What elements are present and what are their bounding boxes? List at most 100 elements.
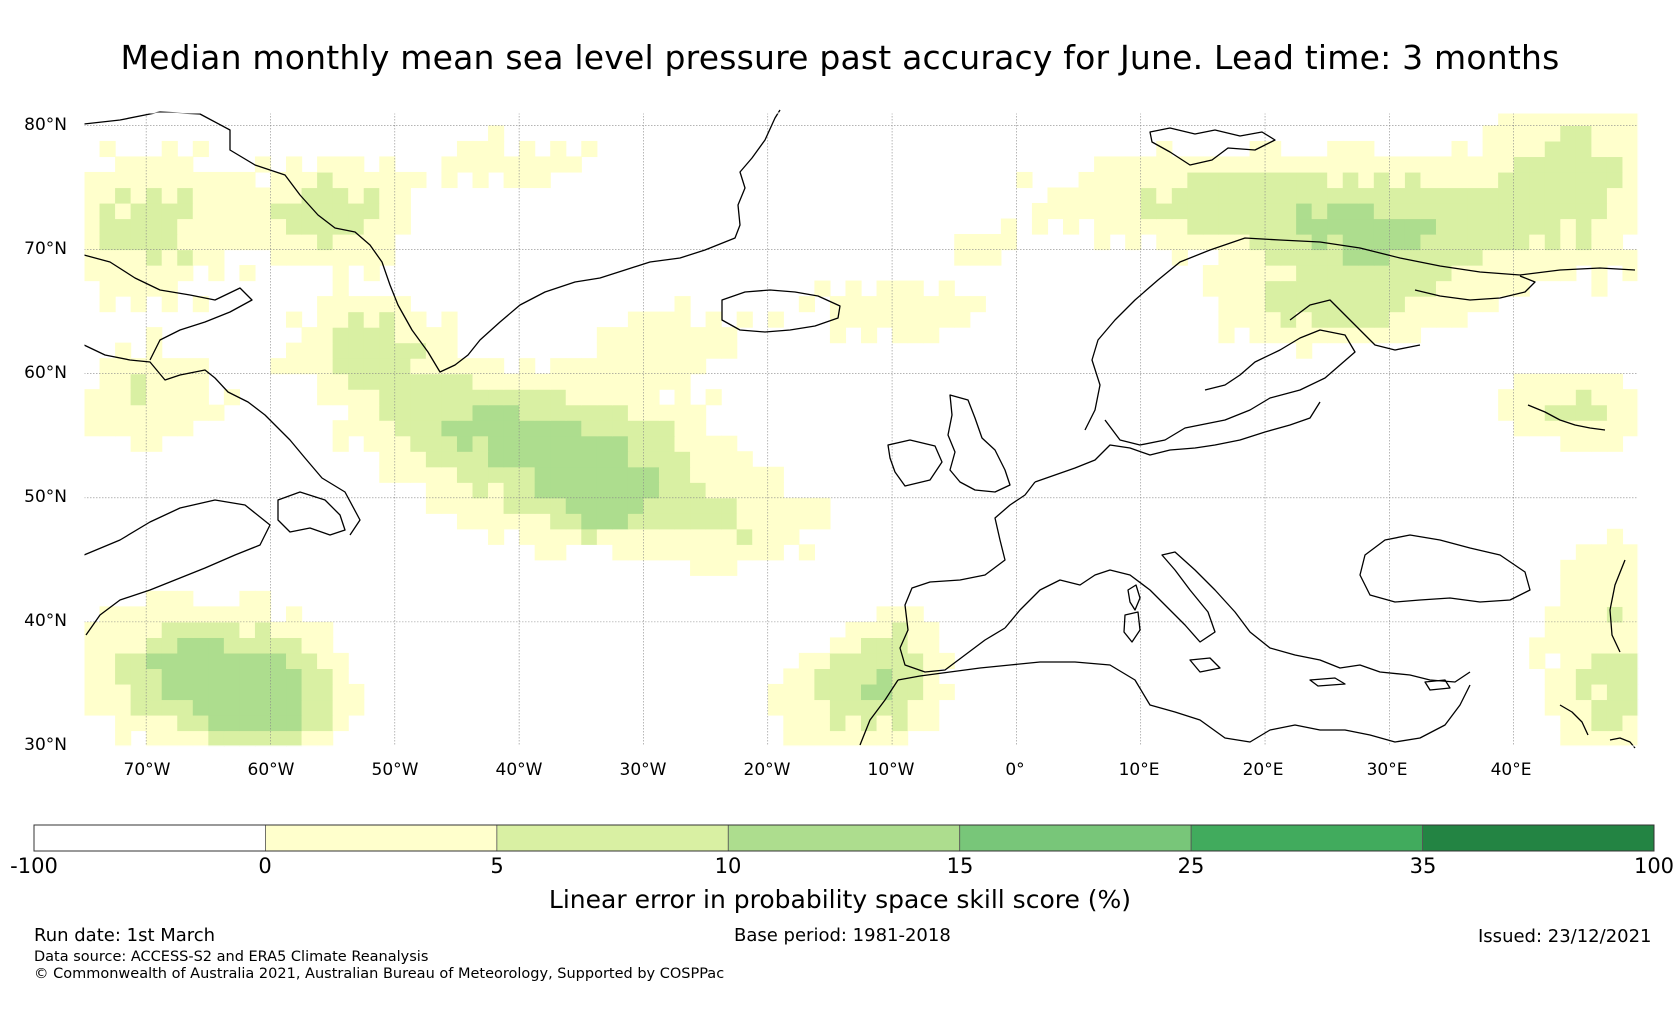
field-cell (503, 466, 520, 483)
field-cell (1249, 265, 1266, 282)
field-cell (612, 513, 629, 530)
field-cell (1622, 218, 1639, 235)
field-cell (1544, 234, 1561, 251)
field-cell (612, 466, 629, 483)
field-cell (1575, 234, 1592, 251)
coast-newfoundland (277, 491, 346, 536)
field-cell (1358, 265, 1375, 282)
field-cell (550, 404, 567, 421)
field-cell (1622, 404, 1639, 421)
field-cell (192, 373, 209, 390)
field-cell (488, 497, 505, 514)
field-cell (1342, 187, 1359, 204)
field-cell (177, 202, 194, 220)
field-cell (1296, 234, 1313, 251)
field-cell (254, 590, 272, 607)
field-cell (674, 342, 691, 359)
field-cell (892, 637, 909, 654)
field-cell (503, 497, 520, 514)
field-cell (1327, 202, 1344, 220)
field-cell (254, 234, 272, 251)
field-cell (177, 668, 194, 685)
field-cell (1078, 202, 1095, 220)
field-cell (1575, 187, 1592, 204)
field-cell (1435, 234, 1453, 251)
field-cell (1373, 156, 1390, 173)
field-cell (130, 156, 147, 173)
field-cell (1606, 544, 1624, 561)
field-cell (115, 637, 132, 654)
field-cell (115, 342, 132, 359)
field-cell (907, 280, 924, 297)
field-cell (472, 389, 489, 406)
field-cell (705, 544, 722, 561)
field-cell (1233, 265, 1251, 282)
field-cell (1233, 187, 1251, 204)
field-cell (208, 404, 225, 421)
field-cell (829, 699, 847, 716)
field-cell (814, 730, 831, 747)
field-cell (1544, 140, 1561, 158)
field-cell (1109, 218, 1126, 235)
field-cell (767, 699, 784, 716)
field-cell (1156, 156, 1173, 173)
field-cell (1544, 187, 1561, 204)
field-cell (223, 730, 240, 747)
field-cell (721, 528, 738, 545)
field-cell (1125, 187, 1142, 204)
field-cell (892, 621, 909, 638)
field-cell (208, 606, 225, 623)
field-cell (348, 171, 365, 189)
field-cell (1420, 171, 1437, 189)
field-cell (425, 373, 443, 390)
field-cell (783, 683, 800, 701)
field-cell (612, 451, 629, 468)
field-cell (332, 358, 349, 375)
field-cell (1233, 156, 1251, 173)
field-cell (1280, 327, 1297, 344)
field-cell (1389, 218, 1406, 235)
field-cell (1622, 621, 1639, 638)
field-cell (379, 156, 396, 173)
field-cell (1311, 249, 1328, 266)
field-cell (1327, 311, 1344, 328)
field-cell (658, 342, 676, 359)
field-cell (612, 420, 629, 437)
field-cell (1575, 420, 1592, 437)
field-cell (177, 218, 194, 235)
field-cell (441, 156, 458, 173)
field-cell (845, 280, 862, 297)
field-cell (161, 234, 178, 251)
field-cell (115, 683, 132, 701)
field-cell (379, 435, 396, 452)
field-cell (379, 373, 396, 390)
field-cell (1031, 218, 1049, 235)
field-cell (239, 652, 256, 670)
field-cell (674, 389, 691, 406)
field-cell (84, 699, 101, 716)
field-cell (550, 466, 567, 483)
field-cell (410, 311, 427, 328)
field-cell (1591, 668, 1608, 685)
field-cell (348, 358, 365, 375)
field-cell (1296, 265, 1313, 282)
field-cell (1498, 202, 1515, 220)
field-cell (239, 606, 256, 623)
field-cell (519, 497, 536, 514)
field-cell (829, 730, 847, 747)
field-cell (270, 621, 287, 638)
field-cell (1622, 202, 1639, 220)
field-cell (488, 435, 505, 452)
field-cell (643, 327, 660, 344)
field-cell (270, 699, 287, 716)
field-cell (581, 528, 598, 545)
field-cell (425, 358, 443, 375)
field-cell (286, 730, 303, 747)
field-cell (1591, 389, 1608, 406)
field-cell (1342, 280, 1359, 297)
field-cell (923, 637, 940, 654)
field-cell (876, 311, 893, 328)
field-cell (425, 420, 443, 437)
field-cell (99, 140, 116, 158)
field-cell (1202, 265, 1220, 282)
